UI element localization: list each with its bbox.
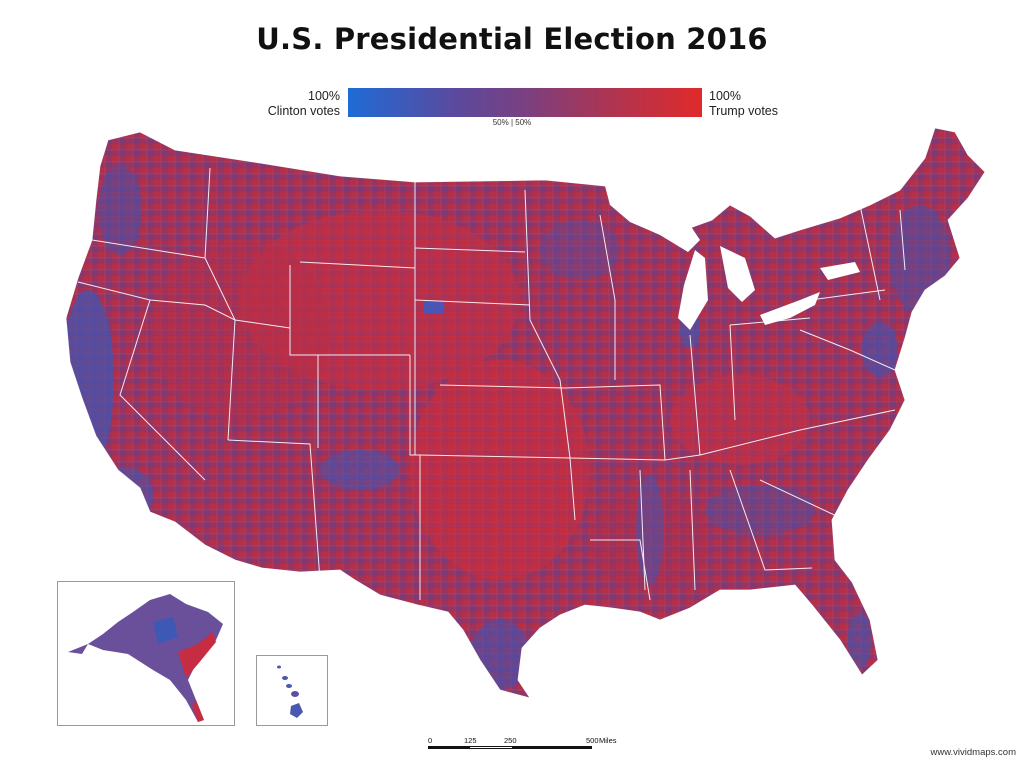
scale-unit: Miles <box>599 736 617 745</box>
scale-bar: 0 125 250 500 Miles <box>428 736 628 756</box>
inset-hawaii <box>256 655 328 726</box>
map-title: U.S. Presidential Election 2016 <box>256 22 768 56</box>
legend-clinton-text: Clinton votes <box>267 104 340 118</box>
legend-trump-pct: 100% <box>709 89 741 103</box>
legend-midpoint: 50% | 50% <box>492 118 532 127</box>
legend-trump-text: Trump votes <box>709 104 779 118</box>
scale-tick-250: 250 <box>504 736 517 745</box>
legend-clinton-pct: 100% <box>308 89 340 103</box>
alaska-map <box>68 594 223 722</box>
state-borders <box>65 127 986 699</box>
legend-trump-label: 100% Trump votes <box>709 89 778 119</box>
great-lakes <box>605 186 860 330</box>
source-credit: www.vividmaps.com <box>930 747 1016 758</box>
legend-gradient-bar <box>348 88 702 117</box>
scale-tick-0: 0 <box>428 736 433 745</box>
scale-tick-125: 125 <box>464 736 477 745</box>
hawaii-map <box>277 665 303 718</box>
inset-alaska <box>57 581 235 726</box>
legend-clinton-label: 100% Clinton votes <box>268 89 340 119</box>
scale-tick-500: 500 <box>586 736 599 745</box>
